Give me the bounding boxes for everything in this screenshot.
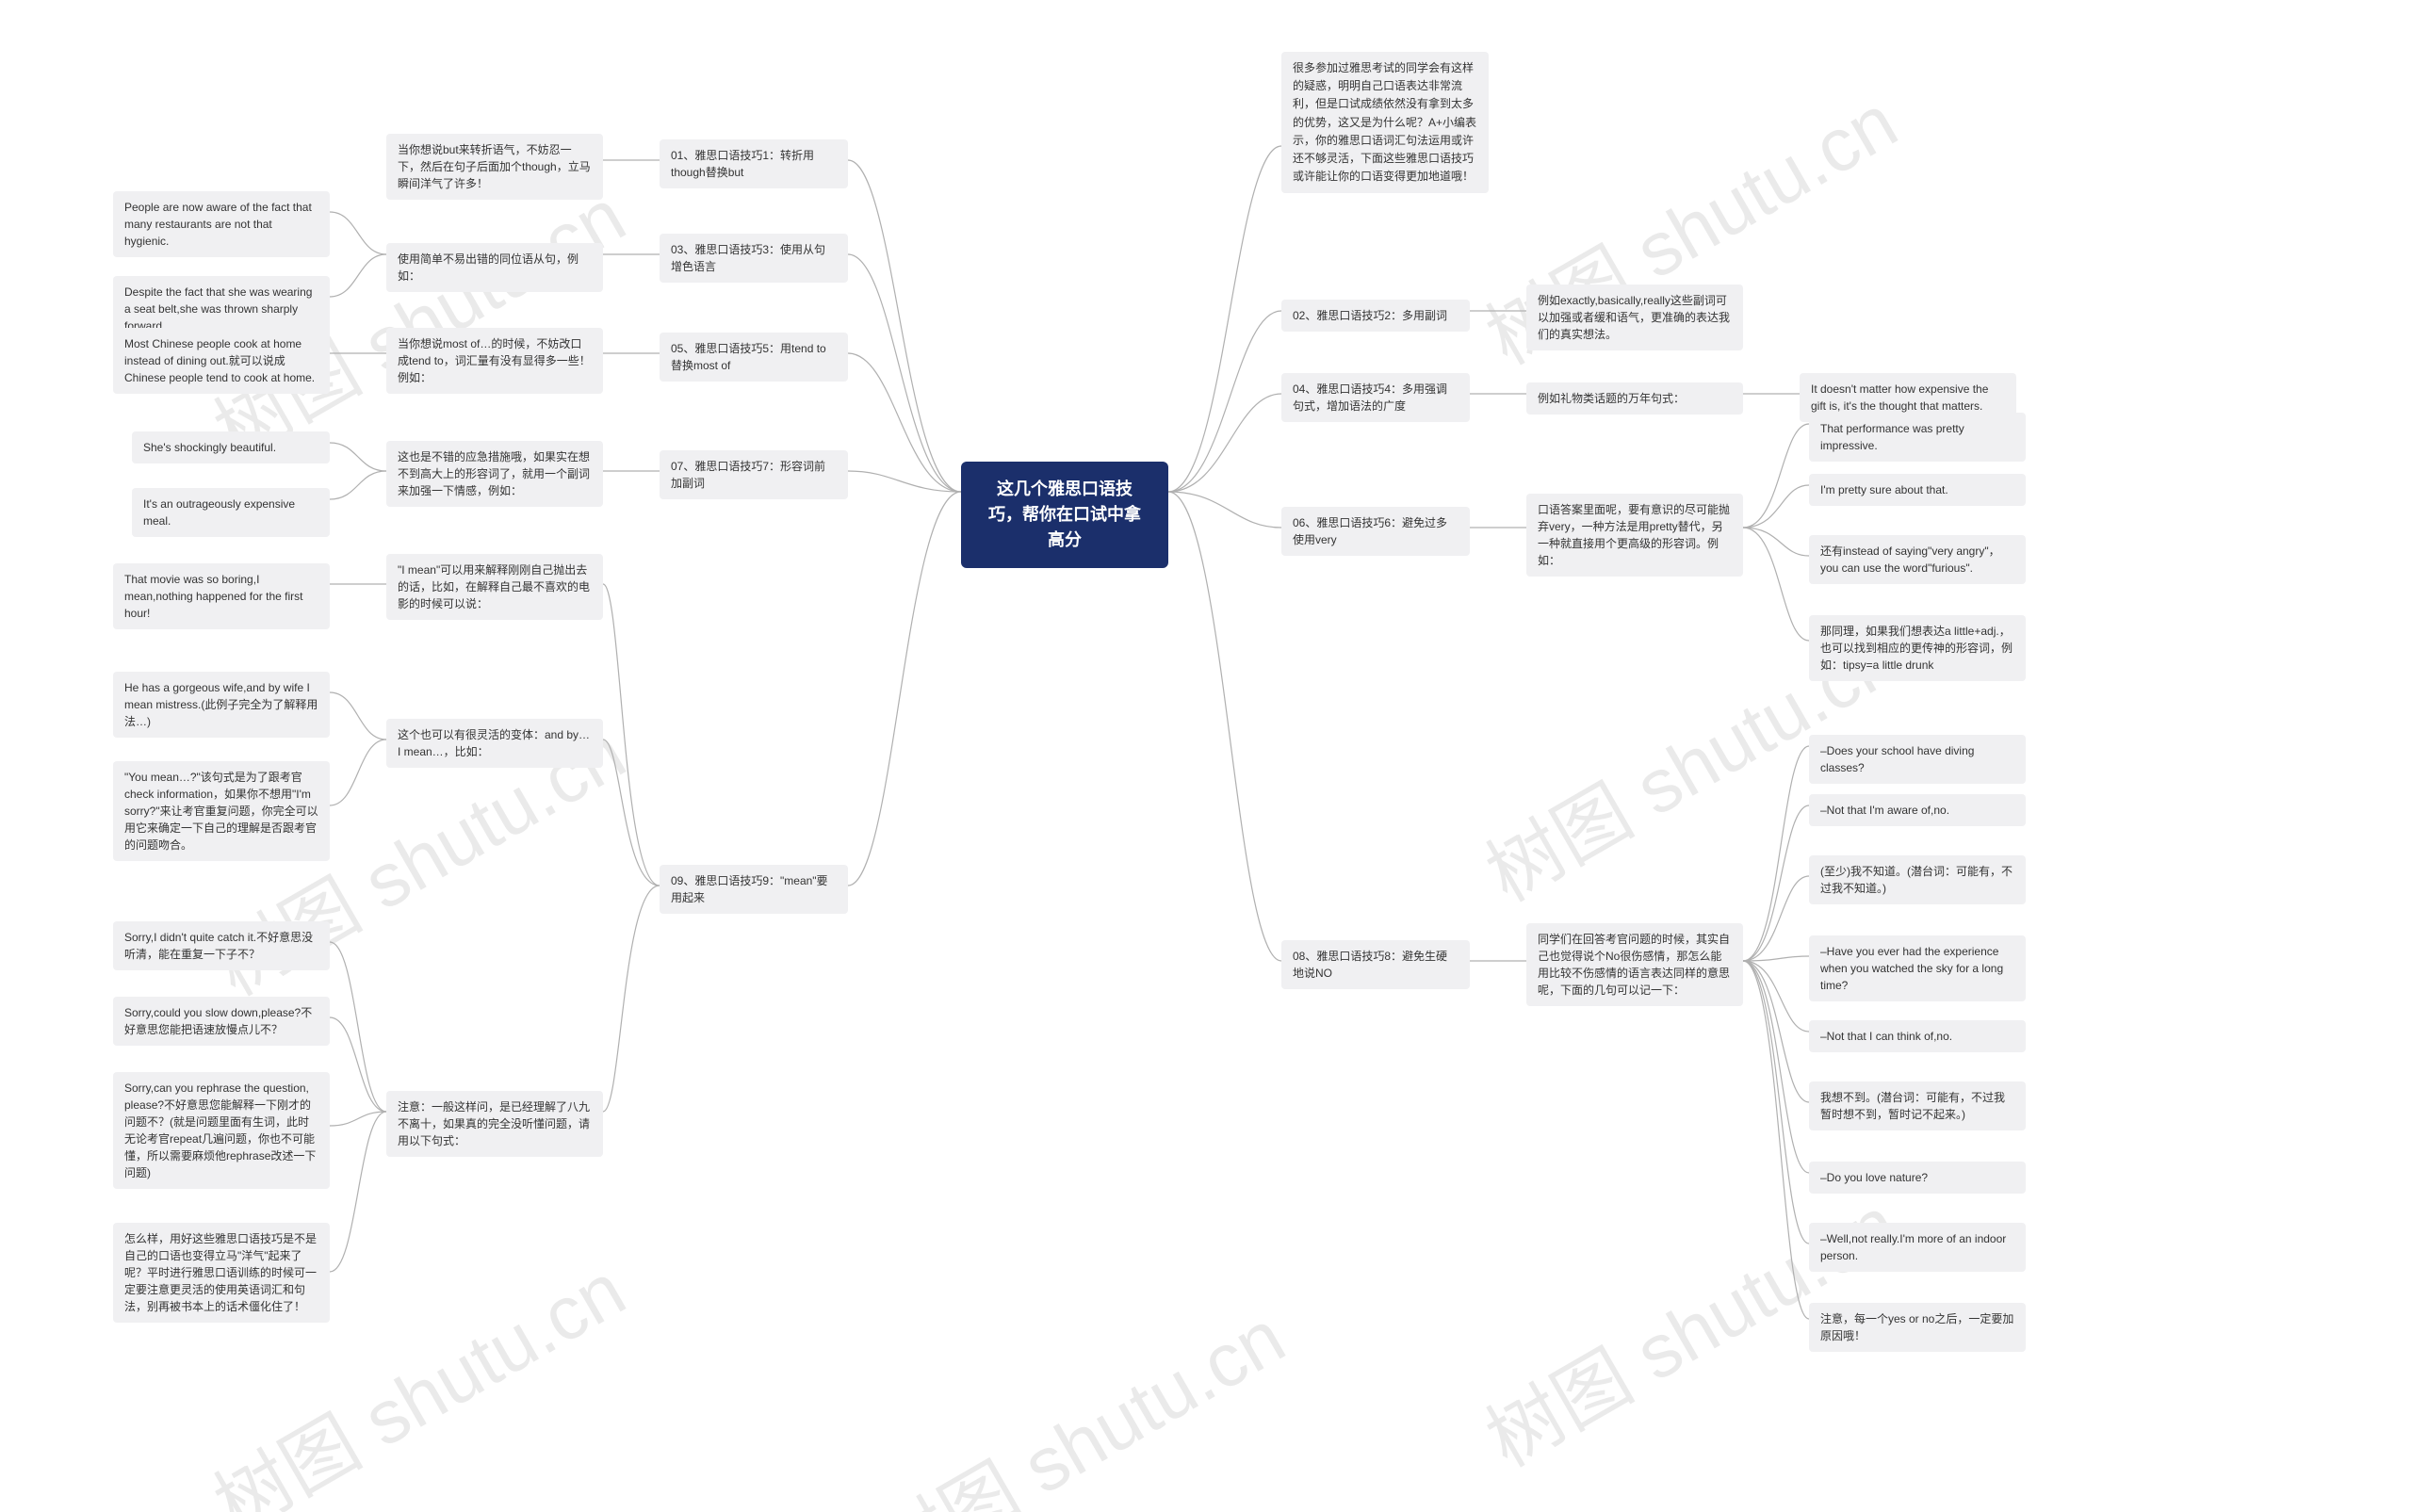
leaf-03-0: People are now aware of the fact that ma… bbox=[113, 191, 330, 257]
leaf-08-7: –Well,not really.I'm more of an indoor p… bbox=[1809, 1223, 2026, 1272]
leaf-08-1: –Not that I'm aware of,no. bbox=[1809, 794, 2026, 826]
center-node: 这几个雅思口语技巧，帮你在口试中拿高分 bbox=[961, 462, 1168, 568]
sub-09-3: 注意：一般这样问，是已经理解了八九不离十，如果真的完全没听懂问题，请用以下句式： bbox=[386, 1091, 603, 1157]
leaf-08-4: –Not that I can think of,no. bbox=[1809, 1020, 2026, 1052]
leaf-07-0: She's shockingly beautiful. bbox=[132, 431, 330, 463]
sub-05: 当你想说most of…的时候，不妨改口成tend to，词汇量有没有显得多一些… bbox=[386, 328, 603, 394]
branch-02: 02、雅思口语技巧2：多用副词 bbox=[1281, 300, 1470, 332]
branch-09: 09、雅思口语技巧9："mean"要用起来 bbox=[660, 865, 848, 914]
branch-08: 08、雅思口语技巧8：避免生硬地说NO bbox=[1281, 940, 1470, 989]
branch-06: 06、雅思口语技巧6：避免过多使用very bbox=[1281, 507, 1470, 556]
leaf-09-3-3: 怎么样，用好这些雅思口语技巧是不是自己的口语也变得立马"洋气"起来了呢？平时进行… bbox=[113, 1223, 330, 1323]
branch-01: 01、雅思口语技巧1：转折用though替换but bbox=[660, 139, 848, 188]
leaf-07-1: It's an outrageously expensive meal. bbox=[132, 488, 330, 537]
leaf-08-2: (至少)我不知道。(潜台词：可能有，不过我不知道。) bbox=[1809, 855, 2026, 904]
leaf-06-3: 那同理，如果我们想表达a little+adj.，也可以找到相应的更传神的形容词… bbox=[1809, 615, 2026, 681]
leaf-05: Most Chinese people cook at home instead… bbox=[113, 328, 330, 394]
sub-04: 例如礼物类话题的万年句式： bbox=[1526, 382, 1743, 415]
sub-09-1: "I mean"可以用来解释刚刚自己抛出去的话，比如，在解释自己最不喜欢的电影的… bbox=[386, 554, 603, 620]
leaf-02: 例如exactly,basically,really这些副词可以加强或者缓和语气… bbox=[1526, 285, 1743, 350]
leaf-08-0: –Does your school have diving classes? bbox=[1809, 735, 2026, 784]
sub-06: 口语答案里面呢，要有意识的尽可能抛弃very，一种方法是用pretty替代，另一… bbox=[1526, 494, 1743, 577]
branch-03: 03、雅思口语技巧3：使用从句增色语言 bbox=[660, 234, 848, 283]
connectors-svg bbox=[0, 0, 2412, 1512]
leaf-06-1: I'm pretty sure about that. bbox=[1809, 474, 2026, 506]
leaf-06-0: That performance was pretty impressive. bbox=[1809, 413, 2026, 462]
sub-08: 同学们在回答考官问题的时候，其实自己也觉得说个No很伤感情，那怎么能用比较不伤感… bbox=[1526, 923, 1743, 1006]
leaf-08-3: –Have you ever had the experience when y… bbox=[1809, 935, 2026, 1001]
intro-node: 很多参加过雅思考试的同学会有这样的疑惑，明明自己口语表达非常流利，但是口试成绩依… bbox=[1281, 52, 1489, 193]
leaf-06-2: 还有instead of saying"very angry"，you can … bbox=[1809, 535, 2026, 584]
leaf-09-2-0: He has a gorgeous wife,and by wife I mea… bbox=[113, 672, 330, 738]
sub-09-2: 这个也可以有很灵活的变体：and by…I mean…，比如： bbox=[386, 719, 603, 768]
branch-07: 07、雅思口语技巧7：形容词前加副词 bbox=[660, 450, 848, 499]
leaf-08-6: –Do you love nature? bbox=[1809, 1162, 2026, 1194]
leaf-09-2-1: "You mean…?"该句式是为了跟考官check information，如… bbox=[113, 761, 330, 861]
leaf-09-1: That movie was so boring,I mean,nothing … bbox=[113, 563, 330, 629]
sub-03: 使用简单不易出错的同位语从句，例如： bbox=[386, 243, 603, 292]
branch-05: 05、雅思口语技巧5：用tend to替换most of bbox=[660, 333, 848, 382]
leaf-09-3-0: Sorry,I didn't quite catch it.不好意思没听清，能在… bbox=[113, 921, 330, 970]
leaf-09-3-1: Sorry,could you slow down,please?不好意思您能把… bbox=[113, 997, 330, 1046]
watermark: 树图 shutu.cn bbox=[851, 1278, 1301, 1512]
leaf-08-5: 我想不到。(潜台词：可能有，不过我暂时想不到，暂时记不起来。) bbox=[1809, 1081, 2026, 1130]
branch-04: 04、雅思口语技巧4：多用强调句式，增加语法的广度 bbox=[1281, 373, 1470, 422]
leaf-09-3-2: Sorry,can you rephrase the question, ple… bbox=[113, 1072, 330, 1189]
leaf-08-8: 注意，每一个yes or no之后，一定要加原因哦！ bbox=[1809, 1303, 2026, 1352]
sub-01: 当你想说but来转折语气，不妨忍一下，然后在句子后面加个though，立马瞬间洋… bbox=[386, 134, 603, 200]
sub-07: 这也是不错的应急措施哦，如果实在想不到高大上的形容词了，就用一个副词来加强一下情… bbox=[386, 441, 603, 507]
